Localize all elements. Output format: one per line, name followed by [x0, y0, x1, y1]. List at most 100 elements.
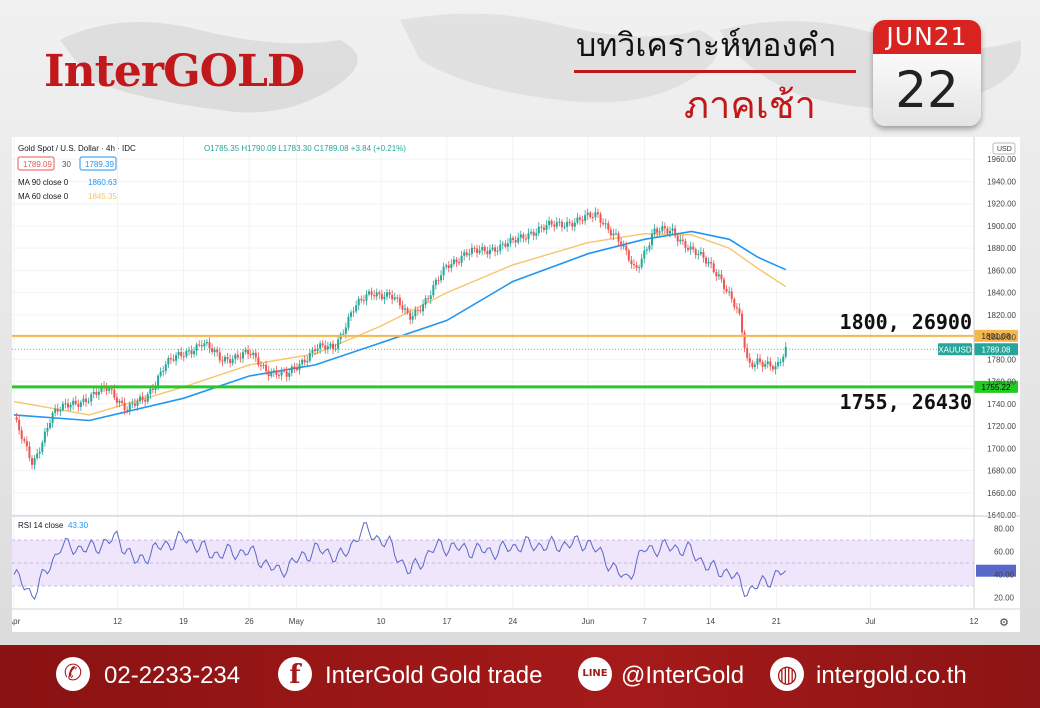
candle-body	[95, 391, 98, 395]
candle-body	[764, 364, 767, 367]
footer-facebook[interactable]: InterGold Gold trade	[325, 662, 543, 689]
candle-body	[303, 359, 306, 363]
candle-body	[277, 375, 280, 377]
current-price-tag: 1789.08	[982, 345, 1011, 354]
title-underline	[574, 70, 856, 73]
candle-body	[136, 401, 139, 406]
candle-body	[465, 252, 468, 256]
candle-body	[85, 398, 88, 402]
candle-body	[151, 388, 154, 390]
candle-body	[591, 217, 594, 219]
ask-box	[79, 156, 117, 171]
candle-body	[139, 396, 142, 402]
footer-website[interactable]: intergold.co.th	[816, 662, 967, 689]
candle-body	[555, 222, 558, 227]
candle-body	[473, 247, 476, 249]
page-title: บทวิเคราะห์ทองคำ	[576, 26, 837, 64]
candle-body	[658, 231, 661, 233]
candle-body	[404, 308, 407, 310]
candle-body	[594, 212, 597, 218]
candle-body	[614, 233, 617, 235]
candle-body	[612, 233, 615, 236]
candle-body	[157, 375, 160, 386]
candle-body	[46, 427, 49, 432]
candle-body	[249, 354, 252, 356]
current-symbol-tag-bg	[938, 343, 972, 356]
candle-body	[342, 333, 345, 335]
candle-body	[643, 250, 646, 259]
bid-box	[17, 156, 55, 171]
chart-ohlc-values: O1785.35 H1790.09 L1783.30 C1789.08 +3.8…	[204, 144, 406, 153]
candle-body	[458, 262, 461, 264]
candle-body	[733, 298, 736, 308]
candle-body	[692, 246, 695, 250]
candle-body	[31, 458, 34, 465]
candle-body	[509, 237, 512, 244]
candle-body	[357, 298, 360, 306]
candle-body	[414, 309, 417, 317]
candle-body	[295, 367, 298, 370]
globe-icon: ◍	[770, 657, 804, 691]
candle-body	[185, 350, 188, 357]
candle-body	[640, 258, 643, 268]
candle-body	[319, 343, 322, 349]
candle-body	[64, 403, 67, 405]
candle-body	[463, 252, 466, 256]
candle-body	[679, 239, 682, 242]
x-tick-label: Jun	[582, 617, 595, 626]
candle-body	[560, 221, 563, 228]
candle-body	[537, 226, 540, 234]
candle-body	[362, 300, 365, 302]
candle-body	[77, 403, 80, 407]
candle-body	[524, 238, 527, 240]
candle-body	[427, 298, 430, 300]
candle-body	[391, 294, 394, 300]
candle-body	[746, 348, 749, 358]
candle-body	[730, 291, 733, 299]
candle-body	[766, 361, 769, 365]
candle-body	[344, 327, 347, 334]
ma60-legend-value: 1845.35	[88, 192, 117, 201]
candle-body	[751, 362, 754, 367]
candle-body	[681, 239, 684, 241]
candle-body	[483, 246, 486, 251]
candle-body	[491, 247, 494, 250]
currency-label: USD	[997, 146, 1012, 153]
candle-body	[496, 250, 499, 252]
candle-body	[398, 297, 401, 306]
candle-body	[756, 358, 759, 365]
candle-body	[609, 229, 612, 236]
candle-body	[146, 394, 149, 402]
candle-body	[620, 241, 623, 247]
y-tick-label: 1760.00	[987, 378, 1016, 387]
candle-body	[517, 237, 520, 243]
candle-body	[378, 292, 381, 295]
candle-body	[442, 266, 445, 276]
candle-body	[596, 212, 599, 215]
candle-body	[74, 400, 77, 404]
candle-body	[735, 307, 738, 309]
spread-value: 30	[62, 160, 71, 169]
candle-body	[424, 298, 427, 305]
y-tick-label: 1740.00	[987, 400, 1016, 409]
candle-body	[782, 356, 785, 362]
candle-body	[172, 359, 175, 361]
candle-body	[167, 357, 170, 365]
candle-body	[257, 357, 260, 366]
x-tick-label: Jul	[865, 617, 875, 626]
candle-body	[452, 259, 455, 265]
candle-body	[18, 419, 21, 431]
current-price-tag-bg	[974, 343, 1018, 356]
y-tick-label: 1700.00	[987, 444, 1016, 453]
candle-body	[501, 243, 504, 245]
candle-body	[100, 385, 103, 392]
y-tick-label: 1680.00	[987, 467, 1016, 476]
candle-body	[352, 311, 355, 313]
candle-body	[254, 352, 257, 358]
candle-body	[661, 226, 664, 232]
candle-body	[216, 349, 219, 353]
footer-phone[interactable]: 02-2233-234	[104, 662, 241, 689]
y-tick-label: 1780.00	[987, 355, 1016, 364]
footer-line[interactable]: @InterGold	[621, 662, 745, 689]
candle-body	[43, 431, 46, 443]
